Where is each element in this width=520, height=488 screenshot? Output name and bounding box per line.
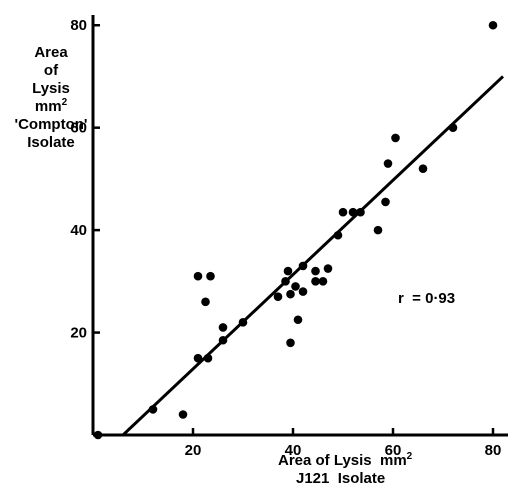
y-label-line-1: Area	[34, 44, 68, 61]
data-point	[238, 318, 248, 327]
x-axis-label: Area of Lysis mm2 J121 Isolate	[270, 452, 510, 488]
data-point	[286, 289, 295, 299]
data-point	[356, 207, 365, 217]
correlation-annotation: r = 0·93	[398, 290, 456, 307]
data-point	[291, 282, 300, 291]
data-point	[418, 164, 428, 173]
x-label-text: Area of Lysis mm	[278, 452, 407, 469]
data-point	[273, 292, 283, 302]
x-label-line-2: J121 Isolate	[296, 470, 386, 487]
data-point	[93, 430, 103, 440]
y-label-line-4: mm2	[8, 98, 94, 116]
data-point	[203, 353, 213, 363]
data-point	[283, 266, 293, 276]
data-point	[323, 264, 333, 273]
data-point	[206, 271, 215, 281]
data-point	[318, 277, 328, 286]
data-point	[298, 261, 308, 271]
data-point	[293, 315, 303, 325]
y-axis-label: Area of Lysis mm2 'Compton' Isolate	[8, 44, 94, 152]
data-point	[373, 225, 383, 235]
y-tick-label: 80	[70, 17, 87, 34]
data-point	[201, 297, 210, 307]
data-point	[311, 266, 320, 276]
regression-line	[121, 75, 505, 437]
data-point	[448, 123, 458, 132]
data-point	[381, 197, 390, 207]
data-point	[218, 323, 228, 332]
data-point	[348, 207, 358, 217]
data-point	[391, 133, 400, 143]
data-point	[193, 271, 203, 281]
data-point	[311, 277, 320, 286]
y-tick-label: 60	[70, 120, 87, 137]
x-label-line-1: Area of Lysis mm2	[270, 452, 510, 470]
x-tick-label: 40	[285, 442, 302, 459]
x-label-unit-sup: 2	[406, 451, 413, 462]
data-point	[148, 405, 158, 414]
data-point	[338, 207, 348, 217]
y-label-line-5: 'Compton'	[14, 116, 88, 133]
data-point	[333, 230, 343, 240]
data-point	[218, 335, 228, 345]
y-label-line-6: Isolate	[27, 134, 75, 151]
y-label-line-3: Lysis	[32, 80, 70, 97]
data-point	[286, 338, 295, 348]
y-label-unit-sup: 2	[61, 97, 68, 108]
y-label-line-2: of	[43, 62, 59, 79]
data-point	[193, 353, 203, 363]
y-tick-label: 20	[70, 325, 87, 342]
data-point	[281, 277, 290, 286]
x-tick-label: 60	[385, 442, 402, 459]
x-tick-label: 80	[485, 442, 502, 459]
data-point	[178, 410, 188, 419]
data-point	[383, 159, 393, 168]
data-point	[298, 287, 308, 296]
data-point	[488, 20, 498, 30]
y-tick-label: 40	[70, 222, 87, 239]
x-tick-label: 20	[185, 442, 202, 459]
y-label-unit: mm	[34, 98, 62, 115]
